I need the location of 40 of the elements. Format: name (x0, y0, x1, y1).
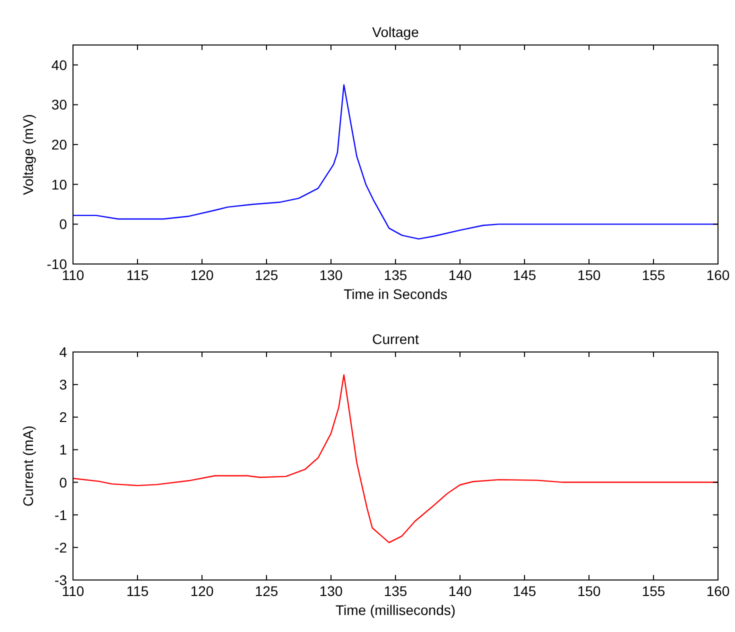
x-tick-label: 115 (126, 267, 149, 283)
y-tick-label: 0 (59, 474, 68, 490)
x-tick-label: 135 (384, 583, 408, 599)
x-tick-label: 150 (577, 267, 601, 283)
y-tick-label: 3 (59, 376, 68, 393)
x-tick-label: 120 (190, 583, 214, 599)
chart-title: Current (372, 331, 419, 347)
y-tick-label: 1 (59, 442, 68, 458)
x-tick-label: 130 (319, 267, 343, 283)
y-tick-label: 40 (51, 56, 68, 73)
x-tick-label: 120 (190, 267, 214, 283)
line-series (73, 374, 718, 544)
x-tick-label: 140 (448, 267, 472, 283)
x-axis-title: Time in Seconds (344, 286, 448, 302)
x-tick-label: 160 (706, 267, 730, 283)
y-tick-label: -2 (54, 539, 68, 556)
y-axis-title: Voltage (mV) (20, 114, 36, 195)
x-tick-label: 125 (254, 267, 278, 283)
x-tick-label: 135 (384, 267, 408, 283)
x-tick-label: 140 (448, 583, 472, 599)
x-tick-label: 145 (512, 583, 536, 599)
x-tick-label: 155 (642, 583, 666, 599)
x-tick-label: 115 (126, 583, 149, 599)
x-tick-label: 150 (577, 583, 601, 599)
line-series (73, 84, 718, 240)
x-tick-label: 130 (319, 583, 343, 599)
y-tick-label: 4 (59, 344, 68, 360)
x-axis-title: Time (milliseconds) (335, 602, 456, 618)
x-tick-label: 145 (512, 267, 536, 283)
chart-title: Voltage (372, 24, 420, 40)
x-tick-label: 125 (254, 583, 278, 599)
y-tick-label: 30 (51, 96, 68, 113)
y-axis-title: Current (mA) (20, 426, 36, 506)
y-tick-label: -1 (54, 506, 68, 523)
y-tick-label: 2 (59, 409, 68, 426)
y-tick-label: 0 (59, 216, 68, 232)
x-tick-label: 160 (706, 583, 730, 599)
y-tick-label: 20 (51, 136, 68, 153)
x-tick-label: 155 (642, 267, 666, 283)
y-tick-label: 10 (51, 176, 68, 192)
